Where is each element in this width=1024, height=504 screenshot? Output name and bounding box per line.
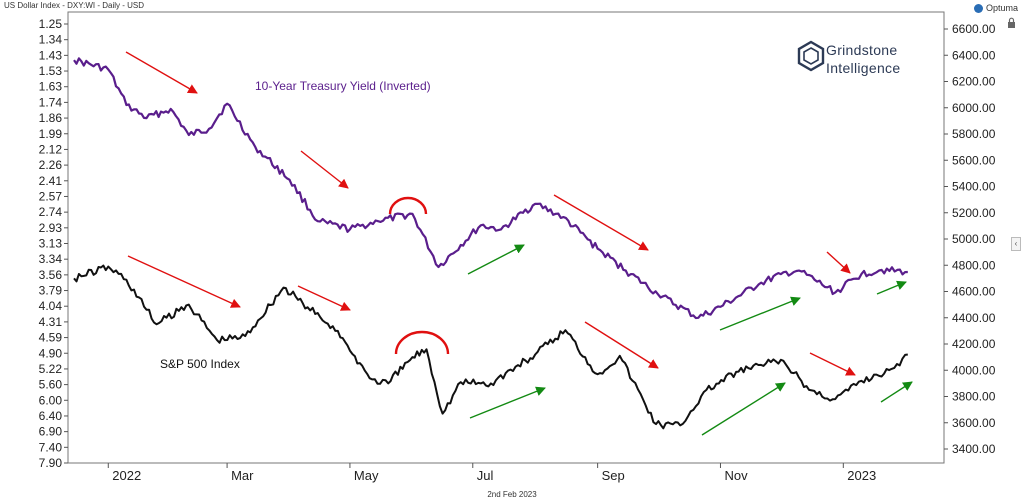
left-tick-label: 2.26: [39, 158, 63, 172]
x-tick-label: Jul: [477, 468, 494, 483]
x-tick-label: May: [354, 468, 379, 483]
red-hump-arc: [388, 196, 428, 215]
left-tick-label: 1.43: [39, 48, 63, 62]
series-label-spx: S&P 500 Index: [160, 357, 240, 371]
collapse-panel-button[interactable]: ‹: [1011, 237, 1021, 251]
red-trend-arrow: [127, 255, 241, 308]
left-tick-label: 4.31: [39, 315, 63, 329]
right-tick-label: 4000.00: [952, 363, 996, 377]
left-tick-label: 2.57: [39, 189, 63, 203]
left-tick-label: 2.74: [39, 205, 63, 219]
left-tick-label: 6.00: [39, 393, 63, 407]
right-tick-label: 3800.00: [952, 390, 996, 404]
right-tick-label: 6200.00: [952, 75, 996, 89]
left-tick-label: 1.86: [39, 111, 63, 125]
left-tick-label: 2.93: [39, 221, 63, 235]
left-tick-label: 1.25: [39, 17, 63, 31]
footer-date: 2nd Feb 2023: [487, 490, 537, 499]
red-trend-arrow: [584, 321, 659, 369]
red-trend-arrow: [125, 51, 198, 94]
left-tick-label: 5.60: [39, 378, 63, 392]
left-tick-label: 6.90: [39, 425, 63, 439]
right-tick-label: 4400.00: [952, 311, 996, 325]
right-axis: 6600.00 6400.00 6200.00 6000.00 5800.00 5600.…: [944, 22, 996, 456]
x-tick-label: Mar: [231, 468, 254, 483]
left-tick-label: 4.90: [39, 346, 63, 360]
left-tick-label: 1.34: [39, 33, 63, 47]
left-tick-label: 1.99: [39, 127, 63, 141]
right-tick-label: 4200.00: [952, 337, 996, 351]
red-trend-arrow: [553, 194, 649, 251]
x-tick-label: 2023: [847, 468, 876, 483]
x-axis: 2022 Mar May Jul Sep Nov 2023: [107, 463, 876, 483]
plot-border: [67, 11, 945, 464]
left-tick-label: 3.34: [39, 252, 63, 266]
optuma-brand: Optuma: [973, 3, 1018, 13]
series-line-yield: [73, 57, 908, 320]
x-tick-label: Nov: [724, 468, 748, 483]
right-tick-label: 5400.00: [952, 180, 996, 194]
green-trend-arrow: [467, 244, 525, 275]
left-tick-label: 4.04: [39, 299, 63, 313]
chart-title: US Dollar Index - DXY:WI - Daily - USD: [4, 1, 145, 10]
left-tick-label: 6.40: [39, 409, 63, 423]
left-tick-label: 7.40: [39, 440, 63, 454]
left-tick-label: 3.79: [39, 284, 63, 298]
series-line-spx: [73, 264, 908, 430]
left-tick-label: 1.74: [39, 95, 63, 109]
optuma-logo-icon: [973, 3, 983, 13]
logo-line-1: Grindstone: [826, 42, 898, 58]
right-tick-label: 5800.00: [952, 127, 996, 141]
left-tick-label: 3.13: [39, 237, 63, 251]
right-tick-label: 3600.00: [952, 416, 996, 430]
plot-frame: [67, 11, 945, 464]
green-trend-arrow: [701, 382, 786, 436]
red-trend-arrow: [297, 285, 351, 311]
green-trend-arrow: [880, 381, 913, 403]
lock-icon[interactable]: [1007, 17, 1016, 28]
series-layer: [73, 57, 908, 430]
left-tick-label: 2.12: [39, 142, 63, 156]
right-tick-label: 6600.00: [952, 22, 996, 36]
right-tick-label: 5200.00: [952, 206, 996, 220]
right-tick-label: 6400.00: [952, 48, 996, 62]
left-tick-label: 1.53: [39, 64, 63, 78]
red-hump-arc: [394, 330, 450, 355]
left-tick-label: 4.59: [39, 331, 63, 345]
green-trend-arrow: [719, 296, 801, 331]
right-tick-label: 6000.00: [952, 101, 996, 115]
right-tick-label: 4800.00: [952, 258, 996, 272]
right-tick-label: 5000.00: [952, 232, 996, 246]
left-tick-label: 1.63: [39, 80, 63, 94]
left-tick-label: 3.56: [39, 268, 63, 282]
grindstone-logo-icon: [797, 40, 825, 72]
red-trend-arrow: [300, 150, 349, 189]
green-trend-arrow: [876, 280, 907, 295]
right-tick-label: 5600.00: [952, 153, 996, 167]
left-tick-label: 5.22: [39, 362, 63, 376]
x-tick-label: 2022: [112, 468, 141, 483]
optuma-label: Optuma: [985, 3, 1018, 13]
green-trend-arrow: [469, 386, 546, 419]
logo-line-2: Intelligence: [826, 60, 901, 76]
right-tick-label: 3400.00: [952, 442, 996, 456]
series-label-yield: 10-Year Treasury Yield (Inverted): [255, 79, 431, 93]
left-axis: 1.25 1.341.43 1.53 1.631.74 1.86 1.992.12 2.26…: [39, 17, 68, 470]
left-tick-label: 2.41: [39, 174, 63, 188]
red-trend-arrow: [826, 251, 851, 274]
x-tick-label: Sep: [602, 468, 625, 483]
annotation-layer: [125, 51, 913, 436]
right-tick-label: 4600.00: [952, 285, 996, 299]
red-trend-arrow: [809, 352, 856, 376]
left-tick-label: 7.90: [39, 456, 63, 470]
